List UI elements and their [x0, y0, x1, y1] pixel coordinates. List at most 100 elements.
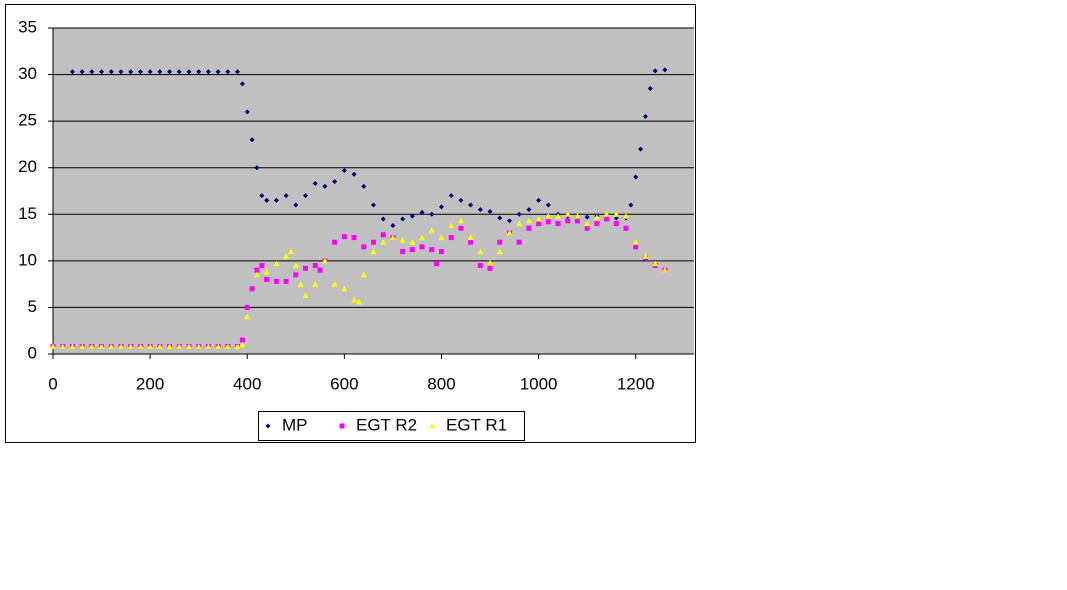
point [429, 211, 435, 217]
point [555, 213, 562, 219]
point [98, 343, 105, 350]
point [477, 207, 483, 213]
point [244, 109, 250, 115]
point [642, 253, 649, 259]
point [506, 229, 513, 236]
point [487, 265, 493, 271]
point [574, 213, 581, 219]
point [467, 234, 474, 241]
point [341, 285, 348, 292]
x-tick-label: 200 [136, 374, 164, 393]
point [253, 271, 260, 278]
point [332, 179, 338, 185]
point [496, 248, 503, 255]
point [516, 220, 523, 227]
point [584, 225, 590, 231]
point [331, 281, 338, 287]
point [137, 343, 144, 350]
y-tick-label: 0 [28, 343, 37, 362]
point [88, 343, 95, 350]
y-tick-label: 25 [18, 111, 37, 130]
point [215, 343, 222, 350]
point [458, 197, 464, 203]
point [259, 263, 265, 269]
point [448, 222, 455, 228]
point [380, 239, 387, 245]
point [409, 213, 415, 219]
point [448, 193, 454, 199]
point [273, 278, 279, 284]
point [108, 69, 114, 75]
point [79, 343, 86, 350]
point [196, 69, 202, 75]
point [390, 222, 396, 228]
point [638, 146, 644, 152]
point [419, 244, 425, 250]
point [273, 197, 279, 203]
legend-label: EGT R2 [356, 415, 417, 434]
point [458, 225, 464, 231]
point [79, 69, 85, 75]
point [283, 193, 289, 199]
point [613, 221, 619, 227]
legend-marker [429, 423, 435, 429]
point [317, 267, 323, 273]
point [409, 247, 415, 253]
point [283, 278, 289, 284]
point [283, 253, 290, 259]
point [506, 218, 512, 224]
y-tick-label: 5 [28, 297, 37, 316]
point [497, 239, 503, 245]
point [371, 239, 376, 245]
point [303, 193, 309, 199]
point [477, 263, 483, 269]
point [361, 244, 367, 250]
point [594, 221, 600, 227]
point [147, 343, 154, 350]
point [371, 202, 376, 208]
point [205, 69, 211, 75]
legend-label: MP [282, 415, 308, 434]
point [409, 239, 416, 245]
point [321, 257, 328, 264]
point [604, 216, 610, 222]
point [593, 214, 600, 220]
point [555, 221, 561, 227]
point [176, 343, 183, 350]
point [254, 165, 260, 171]
point [118, 69, 124, 75]
x-tick-label: 1200 [617, 374, 655, 393]
point [632, 239, 639, 245]
point [623, 225, 629, 231]
point [244, 313, 251, 320]
point [428, 227, 435, 233]
point [457, 217, 464, 224]
point [545, 202, 551, 208]
point [156, 343, 163, 350]
point [399, 237, 406, 243]
point [312, 263, 318, 269]
x-tick-label: 1000 [520, 374, 558, 393]
point [361, 183, 367, 189]
point [565, 218, 571, 224]
point [128, 69, 134, 75]
x-tick-label: 0 [48, 374, 57, 393]
point [536, 197, 542, 203]
point [341, 234, 347, 240]
point [186, 69, 192, 75]
point [525, 217, 532, 224]
point [157, 69, 163, 75]
point [429, 247, 435, 253]
point [303, 265, 309, 271]
point [389, 234, 396, 241]
point [312, 281, 319, 287]
y-tick-label: 10 [18, 250, 37, 269]
point [302, 292, 309, 298]
point [264, 276, 270, 282]
point [613, 211, 620, 217]
point [438, 249, 444, 255]
point [50, 343, 56, 350]
point [205, 343, 212, 350]
point [603, 211, 610, 217]
point [225, 69, 231, 75]
